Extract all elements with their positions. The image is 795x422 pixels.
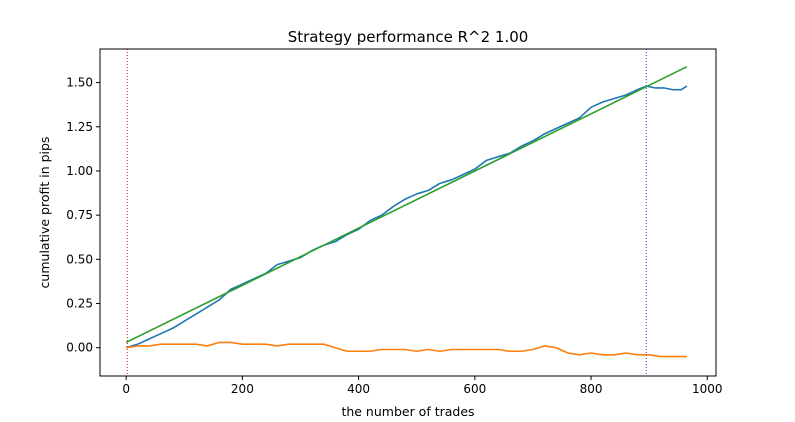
series-line-1 [126, 341, 687, 358]
y-tick-label: 1.50 [66, 76, 93, 90]
y-tick-label: 1.25 [66, 120, 93, 134]
y-tick-label: 0.00 [66, 341, 93, 355]
series-line-2 [125, 65, 688, 344]
series-line-0 [125, 85, 688, 349]
x-tick-label: 200 [231, 382, 254, 396]
y-tick-label: 0.75 [66, 208, 93, 222]
plot-frame [99, 48, 717, 377]
x-tick-label: 0 [122, 382, 130, 396]
y-tick-label: 0.50 [66, 252, 93, 266]
y-tick-label: 1.00 [66, 164, 93, 178]
x-tick-label: 600 [463, 382, 486, 396]
x-tick-label: 1000 [692, 382, 723, 396]
y-tick-label: 0.25 [66, 297, 93, 311]
chart-title: Strategy performance R^2 1.00 [288, 28, 529, 46]
plot-area [125, 49, 688, 376]
y-axis-label: cumulative profit in pips [37, 137, 52, 289]
axes: 0 200 400 600 800 1000 0.00 0.25 0.50 0.75 1.00 1.2… [66, 48, 723, 396]
x-tick-label: 400 [347, 382, 370, 396]
x-axis-label: the number of trades [341, 404, 474, 419]
x-tick-label: 800 [580, 382, 603, 396]
